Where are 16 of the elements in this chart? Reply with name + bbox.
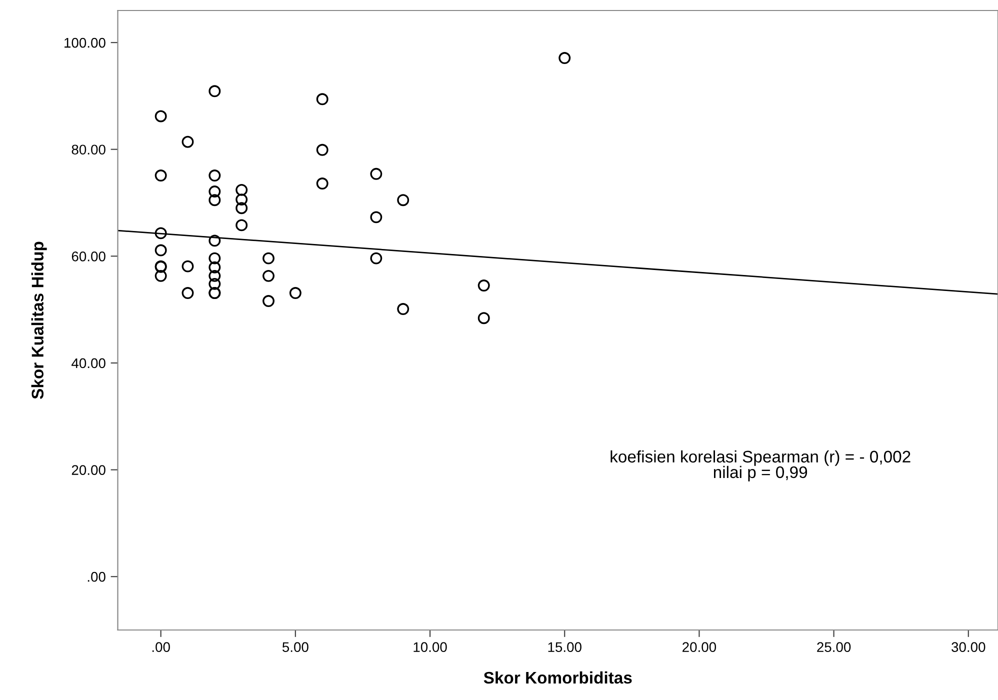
y-tick-label: .00 <box>88 572 106 582</box>
y-axis-title: Skor Kualitas Hidup <box>31 242 47 399</box>
x-axis-title: Skor Komorbiditas <box>484 671 632 684</box>
x-tick-label: 15.00 <box>548 642 582 652</box>
x-tick-label: 5.00 <box>282 642 308 652</box>
x-tick-label: .00 <box>152 642 170 652</box>
x-tick-label: 20.00 <box>682 642 716 652</box>
y-tick-label: 40.00 <box>72 358 106 368</box>
x-tick-label: 30.00 <box>952 642 986 652</box>
y-tick-label: 100.00 <box>64 38 106 48</box>
annotation: koefisien korelasi Spearman (r) = - 0,002 nilai p = 0,99 <box>610 450 910 482</box>
x-tick-label: 10.00 <box>414 642 447 652</box>
x-tick-label: 25.00 <box>817 642 851 652</box>
y-tick-label: 20.00 <box>72 465 106 475</box>
y-tick-label: 80.00 <box>72 144 106 155</box>
y-tick-label: 60.00 <box>72 252 106 262</box>
